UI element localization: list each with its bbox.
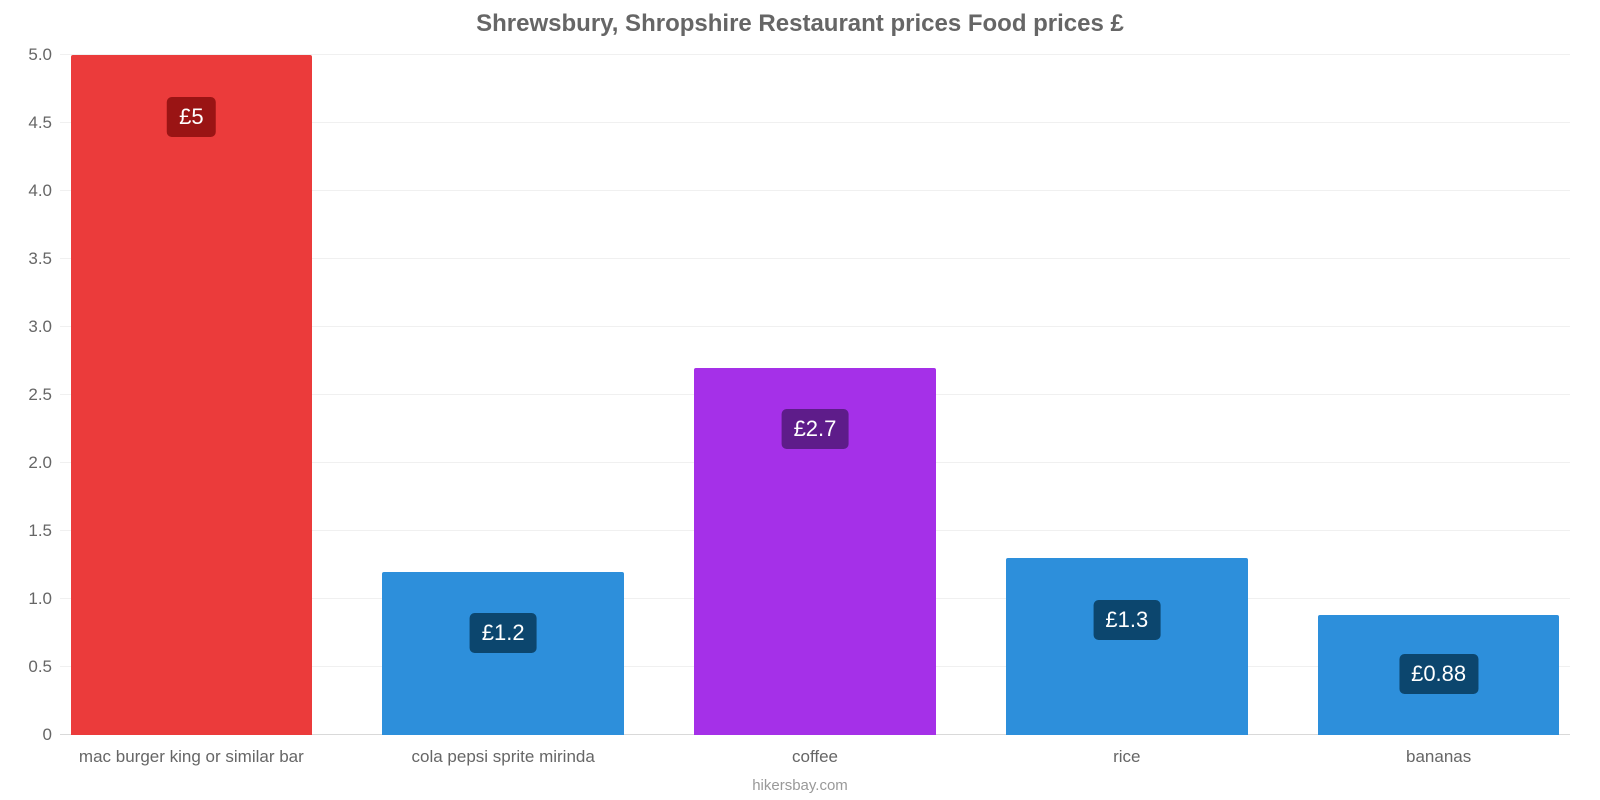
bar-slot: £1.2 [372, 55, 635, 735]
bar-slot: £2.7 [684, 55, 947, 735]
bar [1006, 558, 1248, 735]
bar-slot: £0.88 [1307, 55, 1570, 735]
y-tick-label: 4.0 [28, 181, 52, 201]
y-tick-label: 1.0 [28, 589, 52, 609]
plot-area: 00.51.01.52.02.53.03.54.04.55.0£5mac bur… [60, 55, 1570, 735]
bar [71, 55, 313, 735]
bar-value-label: £2.7 [782, 409, 849, 449]
y-tick-label: 0 [43, 725, 52, 745]
x-tick-label: bananas [1406, 747, 1471, 767]
bar-value-label: £1.3 [1093, 600, 1160, 640]
x-tick-label: coffee [792, 747, 838, 767]
bar [382, 572, 624, 735]
y-tick-label: 2.0 [28, 453, 52, 473]
bar-value-label: £5 [167, 97, 215, 137]
bar-value-label: £0.88 [1399, 654, 1478, 694]
y-tick-label: 5.0 [28, 45, 52, 65]
y-tick-label: 3.5 [28, 249, 52, 269]
chart-title: Shrewsbury, Shropshire Restaurant prices… [0, 0, 1600, 38]
y-tick-label: 2.5 [28, 385, 52, 405]
y-tick-label: 4.5 [28, 113, 52, 133]
bar-slot: £5 [60, 55, 323, 735]
bar-slot: £1.3 [995, 55, 1258, 735]
chart-footer: hikersbay.com [0, 777, 1600, 794]
y-tick-label: 0.5 [28, 657, 52, 677]
y-tick-label: 1.5 [28, 521, 52, 541]
y-tick-label: 3.0 [28, 317, 52, 337]
x-tick-label: mac burger king or similar bar [79, 747, 304, 767]
bar-value-label: £1.2 [470, 613, 537, 653]
x-tick-label: rice [1113, 747, 1140, 767]
x-tick-label: cola pepsi sprite mirinda [412, 747, 595, 767]
chart-container: Shrewsbury, Shropshire Restaurant prices… [0, 0, 1600, 800]
